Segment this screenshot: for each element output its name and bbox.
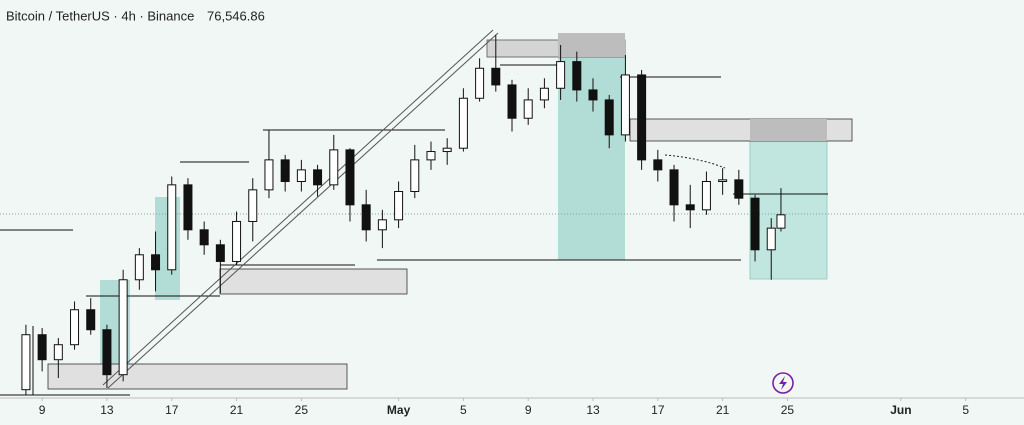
levels [0,64,828,396]
candle-body [442,147,452,153]
projection [664,154,726,169]
candle-body [637,74,647,161]
candle-body [394,191,404,221]
candle-body [604,99,614,136]
candle-body [199,229,209,246]
candle-body [134,254,144,281]
candle-body [556,61,566,89]
alert-circle[interactable] [772,372,794,394]
x-tick-label: 17 [165,403,179,417]
candle-body [491,67,501,86]
candle-body [685,204,695,211]
candle-body [507,84,517,119]
candle-body [523,99,533,119]
trend-line [102,29,494,386]
candle-body [248,189,258,222]
candle-body [426,151,436,161]
zone [558,33,625,57]
candle-body [232,220,242,262]
candle-body [750,197,760,251]
candle-body [572,61,582,91]
candle-body [102,329,112,376]
candle-body [410,159,420,193]
x-tick-label: 5 [962,403,969,417]
candle-body [734,179,744,199]
alert-icon[interactable] [772,372,794,394]
trend-line [107,32,499,389]
candle-body [86,309,96,331]
candle-body [329,149,339,186]
zone [558,57,625,260]
x-tick-label: 25 [295,403,309,417]
candle-body [215,244,225,262]
candle-body [458,97,468,149]
x-tick-label: 21 [230,403,244,417]
candle-body [718,179,728,183]
candle-body [118,279,128,376]
candle-body [264,159,274,191]
x-tick-label: 9 [39,403,46,417]
candle-body [345,149,355,206]
candle-body [539,87,549,101]
zone [749,140,828,280]
candle-body [183,184,193,231]
candle-body [167,184,177,271]
candle-body [377,219,387,231]
x-tick-label: 21 [716,403,730,417]
candle-body [313,169,323,186]
candle-body [701,181,711,211]
candle-body [151,254,161,271]
candle-body [620,74,630,136]
candle-body [588,89,598,101]
x-tick-label: May [387,403,411,417]
chart-title: Bitcoin / TetherUS · 4h · Binance [6,8,194,23]
x-tick-label: 13 [586,403,600,417]
trendline [102,29,499,389]
x-tick-label: 13 [100,403,114,417]
candle-body [70,309,80,346]
x-tick-label: Jun [890,403,911,417]
zone [219,268,408,295]
zone [750,119,827,141]
zone [47,363,348,390]
x-tick-label: 17 [651,403,665,417]
candle-body [21,334,31,391]
alert-bolt[interactable] [779,376,787,390]
candle-body [669,169,679,206]
candle-body [280,159,290,183]
x-tick-label: 5 [460,403,467,417]
price-label: 76,546.86 [207,8,265,23]
candle-body [653,159,663,171]
candle-body [361,204,371,231]
candle-body [53,344,63,361]
candle-body [766,227,776,251]
candle-body [776,214,786,229]
candle-body [37,334,47,361]
candle-body [296,169,306,183]
candle-body [475,67,485,99]
x-tick-label: 25 [781,403,795,417]
x-tick-label: 9 [525,403,532,417]
